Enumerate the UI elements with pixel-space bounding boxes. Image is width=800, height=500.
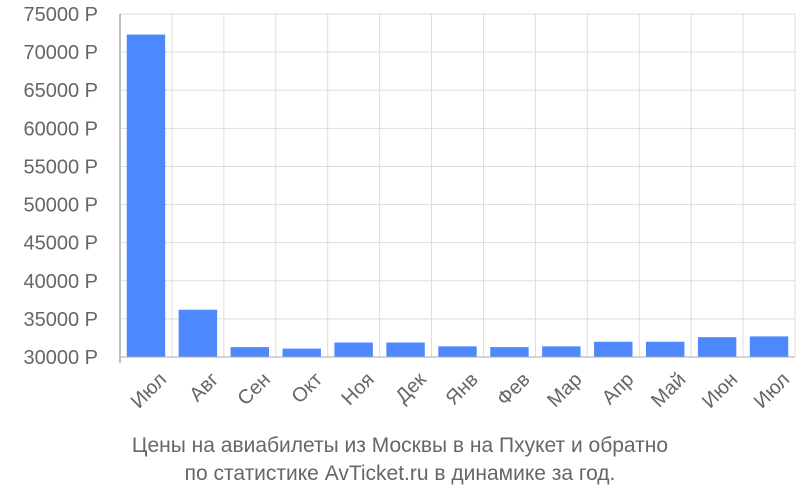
- bar-11: [645, 341, 685, 357]
- x-tick-label: Окт: [287, 369, 326, 408]
- y-tick-labels: 30000 Р 35000 Р 40000 Р 45000 Р 50000 Р 55000…: [23, 4, 98, 369]
- y-tick-label: 55000 Р: [23, 156, 98, 178]
- x-tick-label: Дек: [392, 368, 431, 407]
- axes: [119, 14, 795, 363]
- chart-caption-line-2: по статистике AvTicket.ru в динамике за …: [184, 462, 616, 485]
- x-tick-label: Апр: [598, 369, 639, 410]
- bar-10: [594, 341, 633, 357]
- x-tick-label: Янв: [442, 369, 483, 410]
- y-tick-label: 60000 Р: [23, 118, 98, 140]
- bars: [126, 34, 789, 357]
- x-tick-label: Июл: [750, 369, 794, 413]
- bar-12: [697, 337, 737, 357]
- bar-5: [334, 342, 373, 357]
- bar-1: [126, 34, 166, 357]
- x-tick-label: Июн: [698, 369, 742, 413]
- y-tick-label: 35000 Р: [23, 309, 98, 331]
- grid: [120, 13, 796, 358]
- bar-3: [230, 347, 270, 357]
- bar-6: [386, 342, 425, 357]
- bar-9: [542, 346, 581, 357]
- y-tick-label: 45000 Р: [23, 233, 98, 255]
- y-tick-label: 40000 Р: [23, 271, 98, 293]
- x-tick-label: Авг: [185, 369, 223, 407]
- y-tick-label: 30000 Р: [23, 347, 98, 369]
- x-tick-label: Сен: [234, 369, 275, 410]
- bar-7: [438, 346, 477, 357]
- bar-13: [749, 336, 789, 357]
- chart-caption-line-1: Цены на авиабилеты из Москвы в на Пхукет…: [131, 434, 669, 457]
- y-tick-label: 65000 Р: [23, 80, 98, 102]
- bar-2: [178, 309, 218, 357]
- x-tick-labels: Июл Авг Сен Окт Ноя Дек Янв Фев Мар Апр Май Июн Июл: [127, 368, 794, 412]
- bar-4: [282, 348, 321, 357]
- y-tick-label: 75000 Р: [23, 4, 98, 26]
- x-tick-label: Мар: [543, 369, 586, 412]
- y-tick-label: 70000 Р: [23, 42, 98, 64]
- x-tick-label: Ноя: [338, 369, 379, 410]
- x-tick-label: Фев: [493, 369, 535, 411]
- x-tick-label: Май: [647, 369, 690, 412]
- bar-chart: 30000 Р 35000 Р 40000 Р 45000 Р 50000 Р 55000…: [23, 4, 796, 413]
- y-tick-label: 50000 Р: [23, 195, 98, 217]
- bar-8: [490, 347, 529, 357]
- x-tick-label: Июл: [127, 369, 171, 413]
